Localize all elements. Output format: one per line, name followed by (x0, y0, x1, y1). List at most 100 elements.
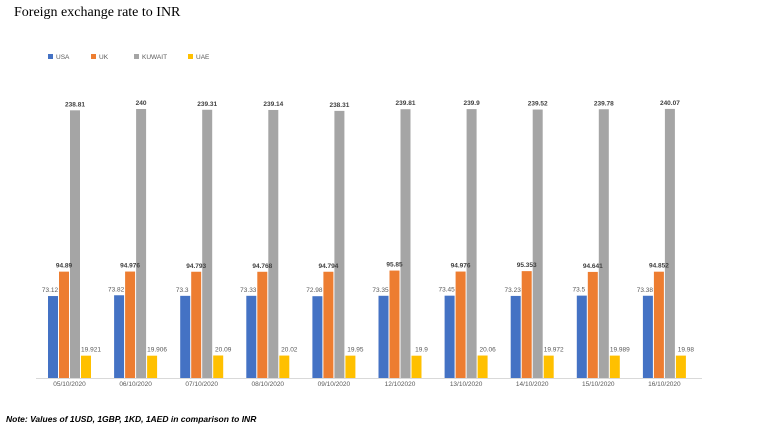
legend-label-uae: UAE (196, 54, 210, 61)
bar-uae-2 (213, 355, 224, 378)
bar-uk-8 (587, 271, 598, 378)
data-label-uk-8: 94.641 (583, 263, 603, 270)
bar-uae-0 (81, 355, 91, 378)
legend-swatch-uae (188, 54, 193, 59)
bar-usa-0 (48, 296, 58, 378)
data-label-usa-7: 73.23 (505, 287, 522, 294)
data-label-uae-6: 20.06 (479, 347, 496, 354)
data-label-uk-6: 94.976 (451, 263, 471, 270)
chart-title: Foreign exchange rate to INR (14, 5, 181, 20)
data-label-uae-9: 19.98 (678, 347, 695, 354)
bar-uk-9 (653, 271, 664, 378)
bar-usa-5 (378, 295, 389, 378)
chart-data-labels: 73.12 94.89 238.81 19.921 73.82 94.976 240 19.9… (42, 100, 695, 354)
bar-usa-2 (180, 295, 191, 378)
bar-uk-0 (59, 271, 69, 378)
bar-usa-9 (642, 295, 653, 378)
data-label-kuwait-7: 239.52 (528, 101, 548, 108)
bar-kuwait-5 (400, 109, 411, 379)
data-label-kuwait-6: 239.9 (463, 100, 480, 107)
legend-label-kuwait: KUWAIT (142, 54, 167, 61)
data-label-usa-0: 73.12 (42, 287, 59, 294)
data-label-kuwait-3: 239.14 (263, 101, 283, 108)
data-label-uae-3: 20.02 (281, 347, 298, 354)
bar-uk-6 (455, 271, 466, 378)
data-label-kuwait-4: 238.31 (329, 102, 349, 109)
bar-uk-2 (191, 271, 202, 378)
data-label-uk-1: 94.976 (120, 263, 140, 270)
x-tick-label: 15/10/2020 (582, 381, 615, 388)
data-label-uae-0: 19.921 (81, 347, 101, 354)
legend-swatch-uk (91, 54, 96, 59)
data-label-uae-4: 19.95 (347, 347, 364, 354)
data-label-kuwait-2: 239.31 (197, 101, 217, 108)
chart-bars (48, 108, 686, 379)
x-tick-label: 16/10/2020 (648, 381, 681, 388)
bar-uk-4 (323, 271, 334, 378)
x-tick-label: 07/10/2020 (185, 381, 218, 388)
bar-uae-4 (345, 355, 356, 378)
data-label-kuwait-1: 240 (136, 100, 147, 107)
data-label-uk-9: 94.852 (649, 263, 669, 270)
data-label-uk-0: 94.89 (56, 263, 73, 270)
x-axis-ticks: 05/10/2020 06/10/2020 07/10/2020 08/10/2020… (53, 381, 681, 388)
bar-kuwait-9 (664, 108, 675, 379)
data-label-usa-1: 73.82 (108, 286, 125, 293)
data-label-uae-1: 19.906 (147, 347, 167, 354)
bar-uk-7 (521, 271, 532, 378)
x-tick-label: 14/10/2020 (516, 381, 549, 388)
bar-uae-3 (279, 355, 290, 378)
legend-swatch-usa (48, 54, 53, 59)
data-label-uk-2: 94.793 (186, 263, 206, 270)
data-label-kuwait-5: 239.81 (396, 100, 416, 107)
data-label-usa-4: 72.98 (306, 287, 323, 294)
data-label-usa-2: 73.3 (176, 287, 189, 294)
x-tick-label: 09/10/2020 (318, 381, 351, 388)
data-label-uae-2: 20.09 (215, 346, 232, 353)
legend-label-uk: UK (99, 54, 109, 61)
data-label-uae-7: 19.972 (544, 347, 564, 354)
x-tick-label: 05/10/2020 (53, 381, 86, 388)
bar-uae-8 (609, 355, 620, 378)
bar-kuwait-6 (466, 109, 477, 379)
data-label-kuwait-0: 238.81 (65, 101, 85, 108)
bar-usa-3 (246, 295, 257, 378)
data-label-kuwait-9: 240.07 (660, 100, 680, 107)
data-label-uae-5: 19.9 (415, 347, 428, 354)
bar-uae-6 (477, 355, 488, 378)
x-tick-label: 06/10/2020 (119, 381, 152, 388)
legend-swatch-kuwait (134, 54, 139, 59)
bar-uae-9 (675, 355, 686, 378)
data-label-usa-6: 73.45 (438, 287, 455, 294)
data-label-usa-9: 73.38 (637, 287, 654, 294)
bar-usa-7 (510, 295, 521, 378)
data-label-uk-5: 95.85 (386, 262, 403, 269)
legend-label-usa: USA (56, 54, 70, 61)
data-label-usa-5: 73.35 (372, 287, 389, 294)
bar-uae-7 (543, 355, 554, 378)
data-label-usa-8: 73.5 (572, 287, 585, 294)
x-tick-label: 12/102020 (385, 381, 416, 388)
bar-uae-5 (411, 355, 422, 378)
bar-uae-1 (147, 355, 158, 378)
chart-legend: USA UK KUWAIT UAE (48, 54, 210, 61)
bar-usa-6 (444, 295, 455, 378)
bar-kuwait-7 (532, 109, 543, 378)
bar-kuwait-3 (268, 109, 279, 379)
bar-kuwait-4 (334, 110, 345, 378)
data-label-kuwait-8: 239.78 (594, 100, 614, 107)
bar-kuwait-2 (202, 109, 213, 379)
data-label-uae-8: 19.989 (610, 347, 630, 354)
x-tick-label: 13/10/2020 (450, 381, 483, 388)
x-tick-label: 08/10/2020 (252, 381, 285, 388)
data-label-uk-7: 95.353 (517, 262, 537, 269)
data-label-usa-3: 73.33 (240, 287, 257, 294)
bar-usa-1 (114, 295, 125, 378)
chart-note: Note: Values of 1USD, 1GBP, 1KD, 1AED in… (6, 414, 257, 424)
bar-usa-4 (312, 296, 323, 378)
bar-usa-8 (576, 295, 587, 378)
bar-kuwait-1 (136, 109, 147, 378)
bar-kuwait-8 (598, 109, 609, 378)
bar-uk-5 (389, 270, 400, 378)
